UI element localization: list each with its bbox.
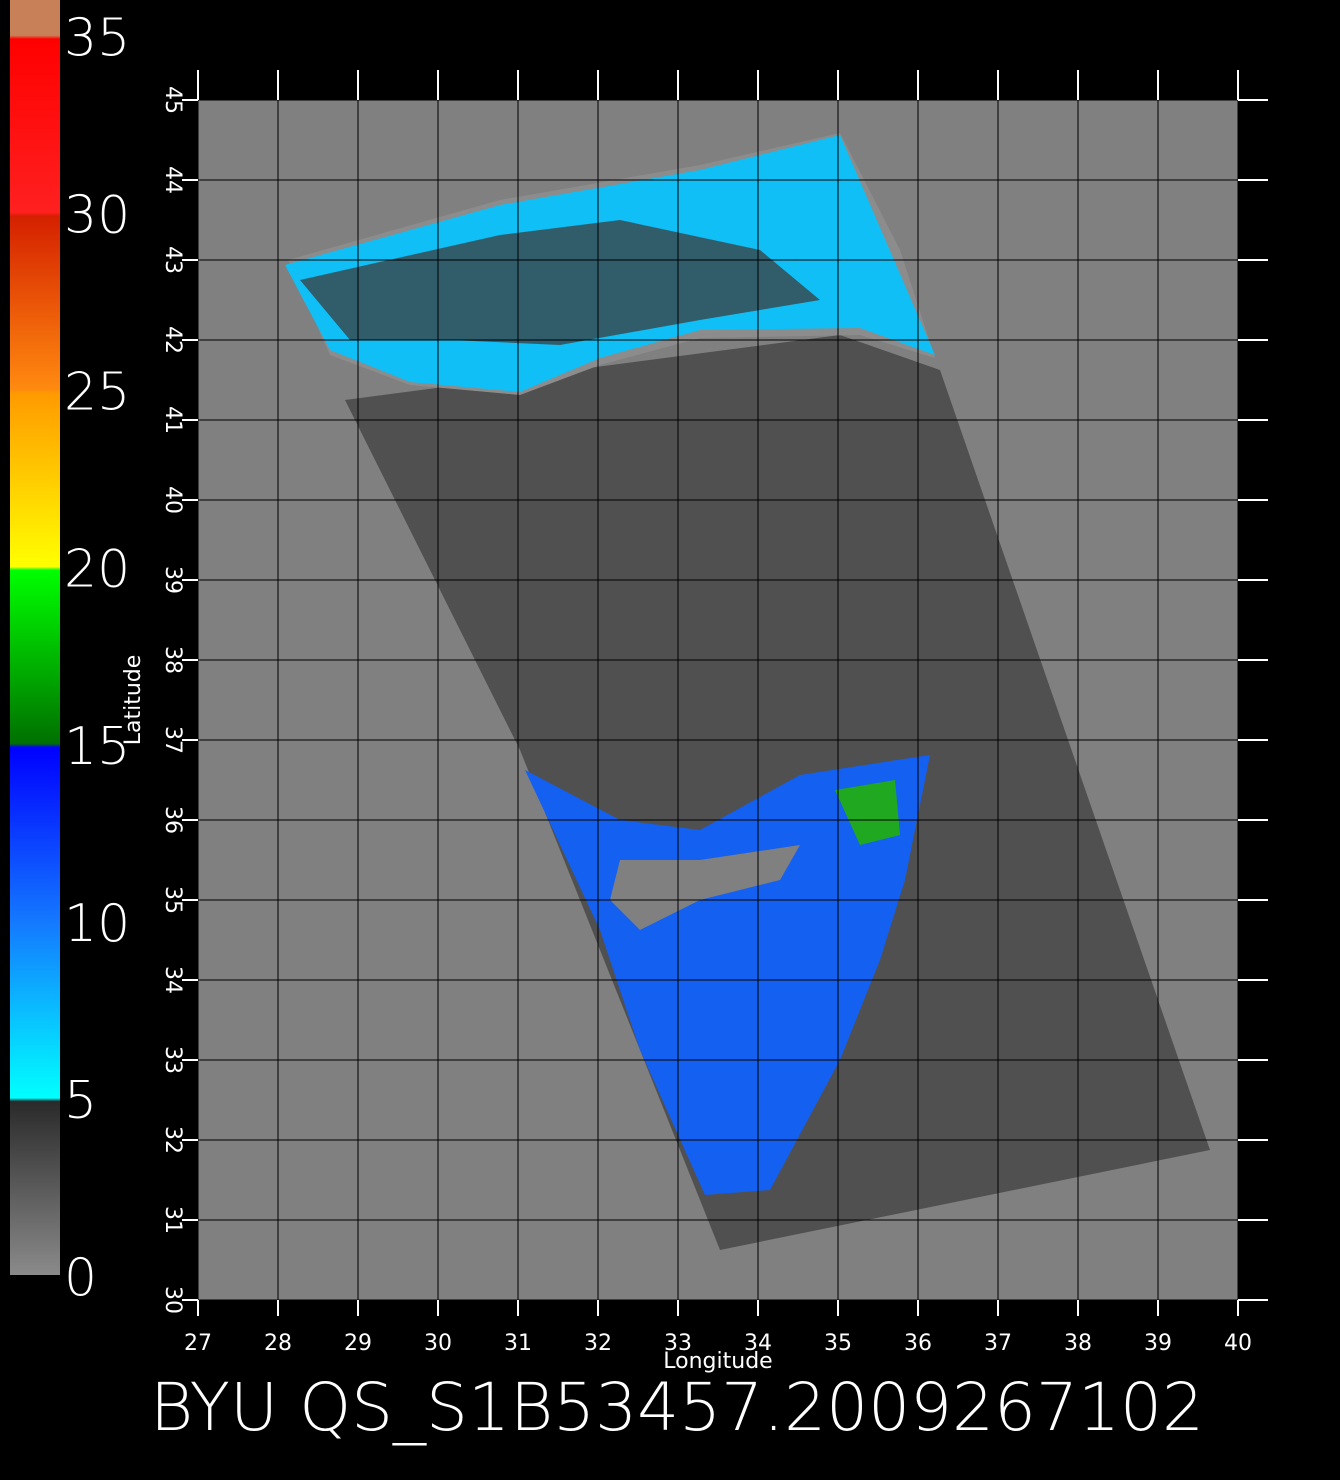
x-tick-label: 31 xyxy=(504,1331,532,1356)
x-tick-label: 29 xyxy=(344,1331,372,1356)
x-axis-label: Longitude xyxy=(663,1349,772,1374)
colorbar-tick-label: 15 xyxy=(64,717,130,777)
y-tick-label: 39 xyxy=(160,566,185,594)
x-tick-label: 30 xyxy=(424,1331,452,1356)
y-tick-label: 41 xyxy=(160,406,185,434)
plot xyxy=(197,99,1239,1301)
y-tick-label: 45 xyxy=(160,86,185,114)
wind-field-low xyxy=(300,220,820,345)
colorbar-tick-label: 35 xyxy=(64,8,130,68)
y-tick-label: 36 xyxy=(160,806,185,834)
high-wind-patch xyxy=(835,780,900,845)
x-tick-label: 39 xyxy=(1144,1331,1172,1356)
y-tick-label: 35 xyxy=(160,886,185,914)
x-tick-label: 27 xyxy=(184,1331,212,1356)
x-tick-label: 34 xyxy=(744,1331,772,1356)
x-tick-label: 36 xyxy=(904,1331,932,1356)
x-tick-label: 33 xyxy=(664,1331,692,1356)
x-tick-label: 40 xyxy=(1224,1331,1252,1356)
y-tick-label: 40 xyxy=(160,486,185,514)
x-tick-label: 37 xyxy=(984,1331,1012,1356)
x-tick-label: 38 xyxy=(1064,1331,1092,1356)
y-tick-label: 32 xyxy=(160,1126,185,1154)
y-axis-label: Latitude xyxy=(121,655,146,746)
x-tick-label: 32 xyxy=(584,1331,612,1356)
colorbar-tick-label: 5 xyxy=(64,1071,97,1131)
colorbar-tick-label: 20 xyxy=(64,540,130,600)
colorbar-tick-label: 30 xyxy=(64,186,130,246)
y-tick-label: 38 xyxy=(160,646,185,674)
y-tick-label: 31 xyxy=(160,1206,185,1234)
colorbar xyxy=(10,0,60,1275)
y-tick-label: 30 xyxy=(160,1286,185,1314)
colorbar-tick-label: 25 xyxy=(64,363,130,423)
y-tick-label: 34 xyxy=(160,966,185,994)
y-tick-label: 42 xyxy=(160,326,185,354)
y-tick-label: 37 xyxy=(160,726,185,754)
x-tick-label: 35 xyxy=(824,1331,852,1356)
title: BYU QS_S1B53457.2009267102 xyxy=(150,1369,1204,1446)
y-tick-label: 44 xyxy=(160,166,185,194)
x-tick-label: 28 xyxy=(264,1331,292,1356)
y-tick-label: 43 xyxy=(160,246,185,274)
y-tick-label: 33 xyxy=(160,1046,185,1074)
island xyxy=(610,845,800,930)
colorbar-tick-label: 0 xyxy=(64,1248,97,1308)
colorbar-tick-label: 10 xyxy=(64,894,130,954)
